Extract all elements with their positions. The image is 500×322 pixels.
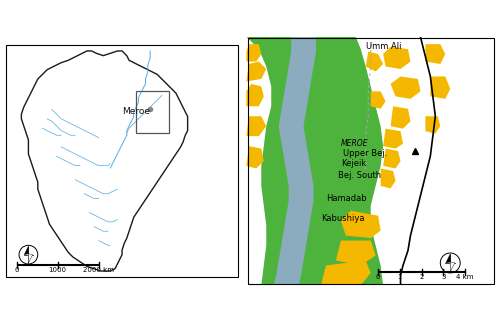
- Text: Kejeik: Kejeik: [341, 159, 366, 168]
- Polygon shape: [450, 262, 454, 272]
- Polygon shape: [24, 246, 28, 255]
- Polygon shape: [246, 116, 266, 136]
- Polygon shape: [370, 91, 386, 109]
- Polygon shape: [446, 254, 450, 263]
- Polygon shape: [321, 260, 370, 285]
- Text: 0: 0: [376, 274, 380, 279]
- Text: Umm Ali: Umm Ali: [366, 42, 401, 51]
- Polygon shape: [274, 37, 316, 285]
- Polygon shape: [390, 106, 410, 129]
- Polygon shape: [426, 116, 440, 134]
- Text: 2000 km: 2000 km: [83, 267, 114, 273]
- Text: 1000: 1000: [48, 267, 66, 273]
- Text: 3: 3: [441, 274, 446, 279]
- Polygon shape: [383, 129, 403, 148]
- Bar: [136, 91, 169, 133]
- Text: 1: 1: [398, 274, 402, 279]
- Text: 0: 0: [14, 267, 19, 273]
- Text: Hamadab: Hamadab: [326, 194, 366, 203]
- Polygon shape: [246, 37, 383, 285]
- Polygon shape: [22, 51, 188, 271]
- Polygon shape: [430, 76, 450, 99]
- Text: Meroe: Meroe: [122, 107, 150, 116]
- Text: Bej. South: Bej. South: [338, 171, 382, 180]
- Polygon shape: [341, 211, 380, 238]
- Polygon shape: [390, 76, 420, 99]
- Polygon shape: [383, 47, 410, 69]
- Polygon shape: [426, 44, 446, 64]
- Text: 4 km: 4 km: [456, 274, 474, 279]
- Polygon shape: [246, 44, 262, 62]
- Polygon shape: [28, 254, 32, 263]
- Polygon shape: [246, 146, 264, 168]
- Polygon shape: [246, 62, 266, 81]
- Text: MEROE: MEROE: [341, 139, 368, 148]
- Polygon shape: [383, 148, 400, 168]
- Polygon shape: [246, 84, 264, 106]
- Polygon shape: [336, 241, 376, 265]
- Text: Kabushiya: Kabushiya: [321, 214, 364, 223]
- Polygon shape: [380, 168, 396, 188]
- Text: 2: 2: [420, 274, 424, 279]
- Polygon shape: [366, 52, 383, 71]
- Text: Upper Bej.: Upper Bej.: [344, 149, 388, 158]
